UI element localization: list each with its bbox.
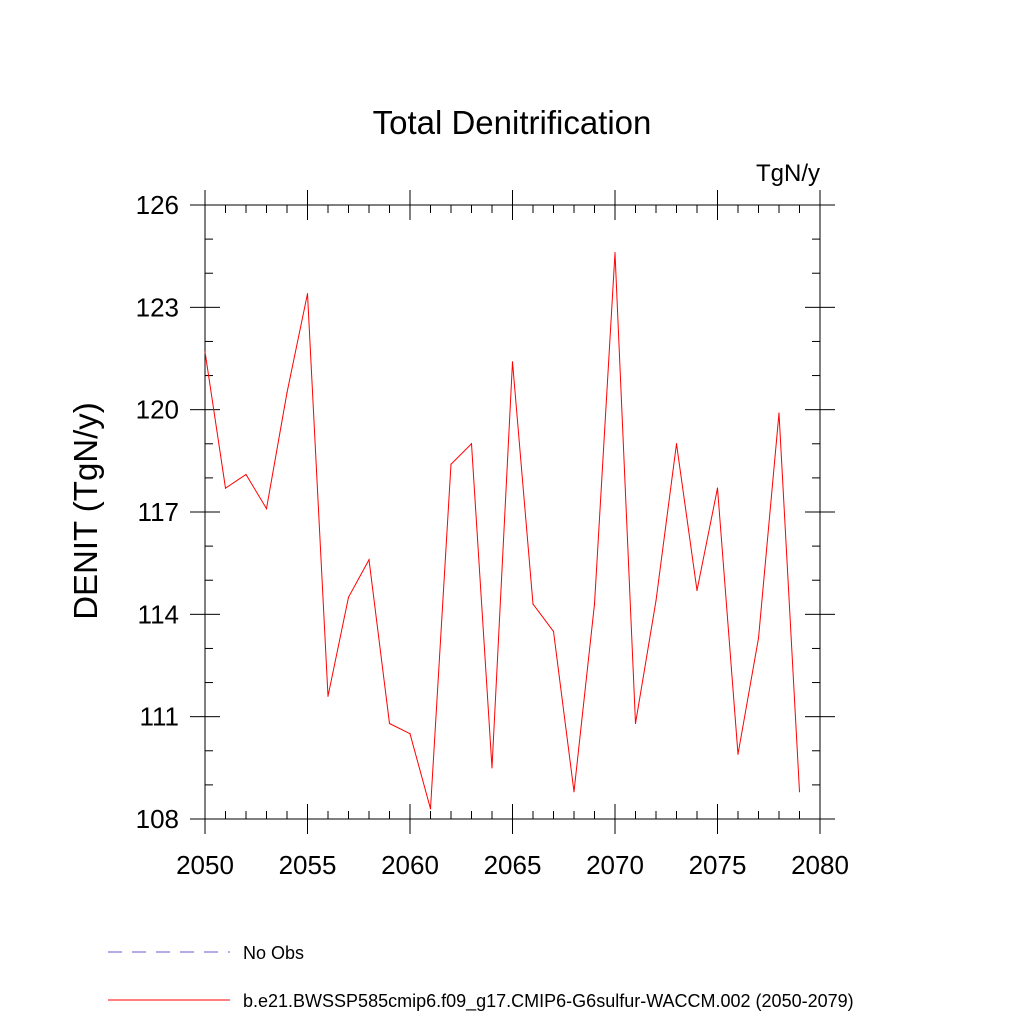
x-tick-label: 2065 xyxy=(484,850,542,880)
y-tick-label: 108 xyxy=(136,804,179,834)
data-point xyxy=(470,443,473,445)
data-point xyxy=(491,767,493,769)
data-point xyxy=(757,637,760,639)
data-point xyxy=(532,603,534,605)
data-point xyxy=(368,559,370,561)
data-point xyxy=(286,392,288,394)
data-point xyxy=(716,487,719,489)
x-tick-label: 2060 xyxy=(381,850,439,880)
data-point xyxy=(327,695,329,697)
data-point xyxy=(798,791,801,793)
data-point xyxy=(511,361,514,363)
y-tick-label: 114 xyxy=(138,599,179,629)
legend-label: No Obs xyxy=(243,943,304,963)
data-point xyxy=(614,252,616,254)
chart-title: Total Denitrification xyxy=(373,104,652,141)
data-point xyxy=(347,596,350,598)
x-tick-label: 2075 xyxy=(689,850,747,880)
x-tick-label: 2055 xyxy=(279,850,337,880)
x-tick-label: 2050 xyxy=(176,850,234,880)
data-point xyxy=(675,443,678,445)
data-point xyxy=(245,473,247,476)
x-tick-label: 2070 xyxy=(586,850,644,880)
data-point xyxy=(224,487,227,489)
data-point xyxy=(429,808,432,810)
legend: No Obs b.e21.BWSSP585cmip6.f09_g17.CMIP6-… xyxy=(108,943,854,1012)
y-tick-label: 111 xyxy=(139,702,179,732)
series-layer xyxy=(204,252,801,810)
data-point xyxy=(737,753,739,755)
data-point xyxy=(306,293,309,295)
data-point xyxy=(655,600,657,602)
data-point xyxy=(552,630,555,632)
data-point xyxy=(204,351,206,353)
data-point xyxy=(696,589,698,592)
data-point xyxy=(778,412,780,414)
y-tick-label: 120 xyxy=(136,395,179,425)
data-point xyxy=(573,791,575,793)
y-tick-label: 126 xyxy=(136,190,179,220)
x-axis-ticks: 2050 2055 2060 2065 2070 2075 2080 xyxy=(176,190,849,880)
data-point xyxy=(265,507,268,510)
x-tick-label: 2080 xyxy=(791,850,849,880)
legend-label: b.e21.BWSSP585cmip6.f09_g17.CMIP6-G6sulf… xyxy=(243,991,854,1012)
y-tick-label: 117 xyxy=(138,497,179,527)
data-point xyxy=(634,722,637,725)
plot-frame xyxy=(204,204,821,820)
y-tick-label: 123 xyxy=(136,292,179,322)
series-line xyxy=(204,252,800,809)
data-point xyxy=(450,463,452,465)
data-point xyxy=(593,603,596,605)
data-point xyxy=(409,733,411,735)
units-label: TgN/y xyxy=(756,160,820,187)
y-axis-ticks: 108 111 114 117 120 123 126 xyxy=(136,190,835,834)
data-point xyxy=(388,722,391,725)
y-axis-label: DENIT (TgN/y) xyxy=(67,402,104,620)
